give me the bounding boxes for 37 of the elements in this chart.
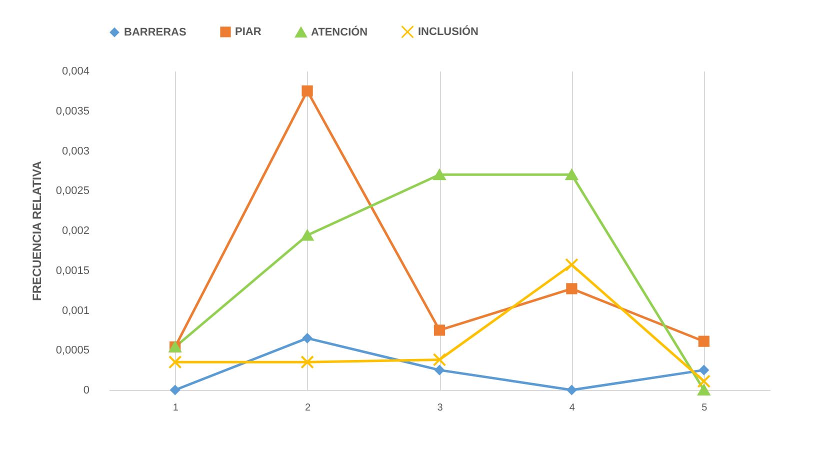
point <box>566 385 577 395</box>
legend-label: ATENCIÓN <box>311 25 368 38</box>
point <box>168 355 182 369</box>
legend-label: INCLUSIÓN <box>418 24 479 38</box>
x-tick-label: 1 <box>172 402 179 414</box>
y-tick-label: 0,0015 <box>56 264 90 277</box>
legend-label: BARRERAS <box>124 26 186 38</box>
point <box>302 333 312 344</box>
y-tick-label: 0,0035 <box>56 105 90 118</box>
y-tick-label: 0,0025 <box>56 185 90 198</box>
point <box>302 85 313 97</box>
point <box>433 169 446 180</box>
y-tick-label: 0,003 <box>62 145 90 158</box>
point <box>566 283 578 294</box>
y-tick-label: 0 <box>83 384 90 396</box>
point <box>301 230 314 241</box>
x-tick-label: 5 <box>702 402 708 414</box>
point <box>565 258 578 272</box>
point <box>698 336 710 347</box>
point <box>432 352 446 366</box>
y-tick-label: 0,004 <box>62 66 90 78</box>
point <box>170 385 180 395</box>
legend-label: PIAR <box>235 26 262 38</box>
y-tick-label: 0,001 <box>62 304 90 317</box>
y-axis-title: FRECUENCIA RELATIVA <box>30 160 44 301</box>
point <box>434 365 444 375</box>
point <box>699 365 709 375</box>
point <box>566 169 578 180</box>
x-tick-label: 4 <box>569 402 576 414</box>
point <box>300 355 314 369</box>
point <box>434 324 446 336</box>
x-tick-label: 3 <box>437 402 444 414</box>
y-tick-label: 0,0005 <box>56 344 90 357</box>
point <box>698 384 710 396</box>
y-tick-label: 0,002 <box>62 225 90 237</box>
point <box>697 374 711 388</box>
x-tick-label: 2 <box>305 402 312 414</box>
